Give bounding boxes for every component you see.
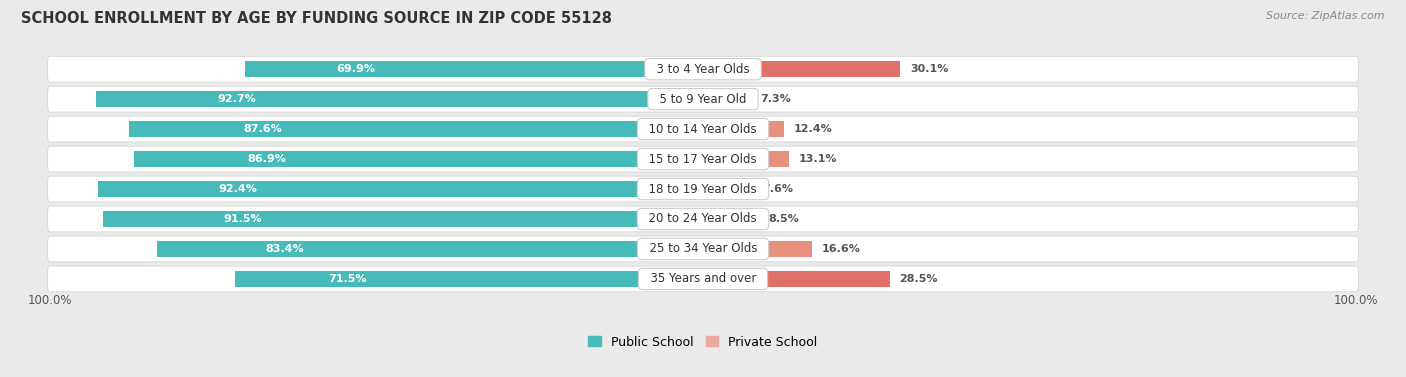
Text: Source: ZipAtlas.com: Source: ZipAtlas.com bbox=[1267, 11, 1385, 21]
Text: 7.3%: 7.3% bbox=[761, 94, 792, 104]
Text: 20 to 24 Year Olds: 20 to 24 Year Olds bbox=[641, 213, 765, 225]
Text: 35 Years and over: 35 Years and over bbox=[643, 273, 763, 285]
Text: 92.4%: 92.4% bbox=[219, 184, 257, 194]
Text: 3 to 4 Year Olds: 3 to 4 Year Olds bbox=[650, 63, 756, 76]
FancyBboxPatch shape bbox=[48, 56, 1358, 82]
FancyBboxPatch shape bbox=[48, 206, 1358, 232]
Bar bbox=[703, 91, 751, 107]
FancyBboxPatch shape bbox=[48, 176, 1358, 202]
Bar bbox=[97, 181, 703, 197]
Text: 25 to 34 Year Olds: 25 to 34 Year Olds bbox=[641, 242, 765, 256]
Bar bbox=[703, 181, 752, 197]
Text: SCHOOL ENROLLMENT BY AGE BY FUNDING SOURCE IN ZIP CODE 55128: SCHOOL ENROLLMENT BY AGE BY FUNDING SOUR… bbox=[21, 11, 612, 26]
FancyBboxPatch shape bbox=[48, 266, 1358, 292]
Text: 16.6%: 16.6% bbox=[821, 244, 860, 254]
Text: 10 to 14 Year Olds: 10 to 14 Year Olds bbox=[641, 123, 765, 136]
Bar bbox=[96, 91, 703, 107]
Bar bbox=[104, 211, 703, 227]
Text: 83.4%: 83.4% bbox=[266, 244, 305, 254]
Text: 100.0%: 100.0% bbox=[1333, 294, 1378, 307]
Text: 7.6%: 7.6% bbox=[762, 184, 793, 194]
Text: 86.9%: 86.9% bbox=[247, 154, 287, 164]
Text: 92.7%: 92.7% bbox=[217, 94, 256, 104]
FancyBboxPatch shape bbox=[48, 146, 1358, 172]
Text: 13.1%: 13.1% bbox=[799, 154, 837, 164]
Bar bbox=[134, 151, 703, 167]
Bar bbox=[156, 241, 703, 257]
Legend: Public School, Private School: Public School, Private School bbox=[583, 331, 823, 354]
Bar bbox=[245, 61, 703, 77]
Text: 87.6%: 87.6% bbox=[243, 124, 283, 134]
Bar bbox=[703, 121, 785, 137]
Bar bbox=[703, 241, 811, 257]
Bar bbox=[235, 271, 703, 287]
Text: 28.5%: 28.5% bbox=[900, 274, 938, 284]
FancyBboxPatch shape bbox=[48, 236, 1358, 262]
Bar bbox=[703, 271, 890, 287]
Bar bbox=[703, 211, 759, 227]
Text: 8.5%: 8.5% bbox=[769, 214, 799, 224]
Text: 18 to 19 Year Olds: 18 to 19 Year Olds bbox=[641, 182, 765, 196]
Text: 12.4%: 12.4% bbox=[794, 124, 832, 134]
Text: 69.9%: 69.9% bbox=[336, 64, 375, 74]
Bar bbox=[703, 151, 789, 167]
Text: 15 to 17 Year Olds: 15 to 17 Year Olds bbox=[641, 153, 765, 166]
Bar bbox=[703, 61, 900, 77]
Text: 30.1%: 30.1% bbox=[910, 64, 949, 74]
Text: 71.5%: 71.5% bbox=[328, 274, 367, 284]
Text: 91.5%: 91.5% bbox=[224, 214, 262, 224]
Text: 100.0%: 100.0% bbox=[28, 294, 73, 307]
FancyBboxPatch shape bbox=[48, 116, 1358, 142]
FancyBboxPatch shape bbox=[48, 86, 1358, 112]
Bar bbox=[129, 121, 703, 137]
Text: 5 to 9 Year Old: 5 to 9 Year Old bbox=[652, 93, 754, 106]
